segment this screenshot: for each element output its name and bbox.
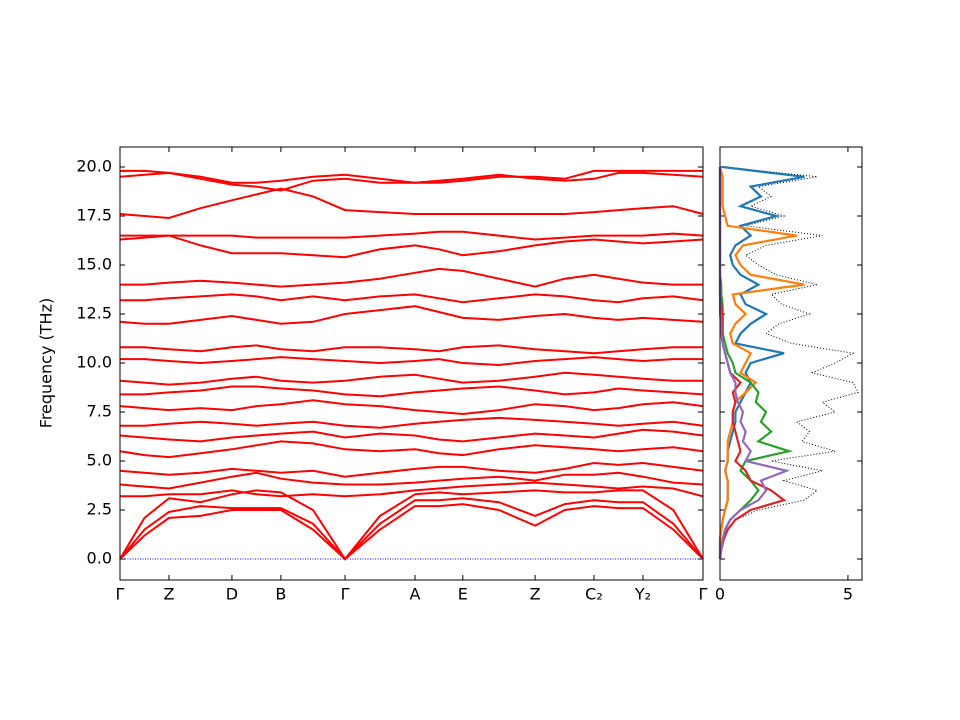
band-line	[119, 497, 704, 561]
band-line	[120, 267, 703, 288]
band-line	[120, 416, 704, 429]
band-line	[119, 428, 704, 443]
band-line	[119, 399, 704, 416]
band-line	[119, 503, 704, 561]
band-line	[120, 356, 703, 367]
band-line	[119, 440, 704, 459]
y-tick-label: 15.0	[76, 255, 112, 274]
band-line	[119, 234, 704, 259]
band-line	[120, 293, 704, 304]
y-tick-label: 20.0	[76, 156, 112, 175]
band-line	[119, 471, 704, 490]
x-tick-label: 5	[843, 585, 853, 604]
band-line	[120, 385, 704, 398]
band-line	[119, 305, 704, 325]
x-tick-label: A	[410, 585, 421, 604]
band-line	[119, 371, 703, 386]
x-tick-label: E	[458, 585, 468, 604]
y-tick-label: 0.0	[87, 549, 112, 568]
band-line	[119, 187, 704, 220]
band-line	[120, 230, 704, 241]
band-line	[120, 344, 703, 355]
x-tick-label: Γ	[341, 585, 350, 604]
x-tick-label: Z	[530, 585, 541, 604]
y-tick-label: 5.0	[87, 451, 112, 470]
y-tick-label: 17.5	[76, 205, 112, 224]
band-line	[119, 461, 704, 478]
axes-frame	[719, 146, 863, 581]
y-tick-label: 7.5	[87, 402, 112, 421]
band-line	[120, 481, 704, 498]
y-tick-label: 10.0	[76, 353, 112, 372]
x-tick-label: Z	[163, 585, 174, 604]
x-tick-label: Γ	[116, 585, 125, 604]
y-tick-label: 12.5	[76, 304, 112, 323]
y-axis-label: Frequency (THz)	[37, 298, 56, 428]
x-tick-label: D	[226, 585, 238, 604]
x-tick-label: C₂	[585, 585, 603, 604]
x-tick-label: Γ	[699, 585, 708, 604]
axes-frame	[119, 146, 704, 581]
band-line	[119, 489, 704, 561]
y-tick-label: 2.5	[87, 500, 112, 519]
dos-line	[718, 166, 805, 559]
x-tick-label: 0	[715, 585, 725, 604]
band-line	[120, 169, 703, 184]
x-tick-label: Y₂	[634, 585, 651, 604]
x-tick-label: B	[275, 585, 286, 604]
